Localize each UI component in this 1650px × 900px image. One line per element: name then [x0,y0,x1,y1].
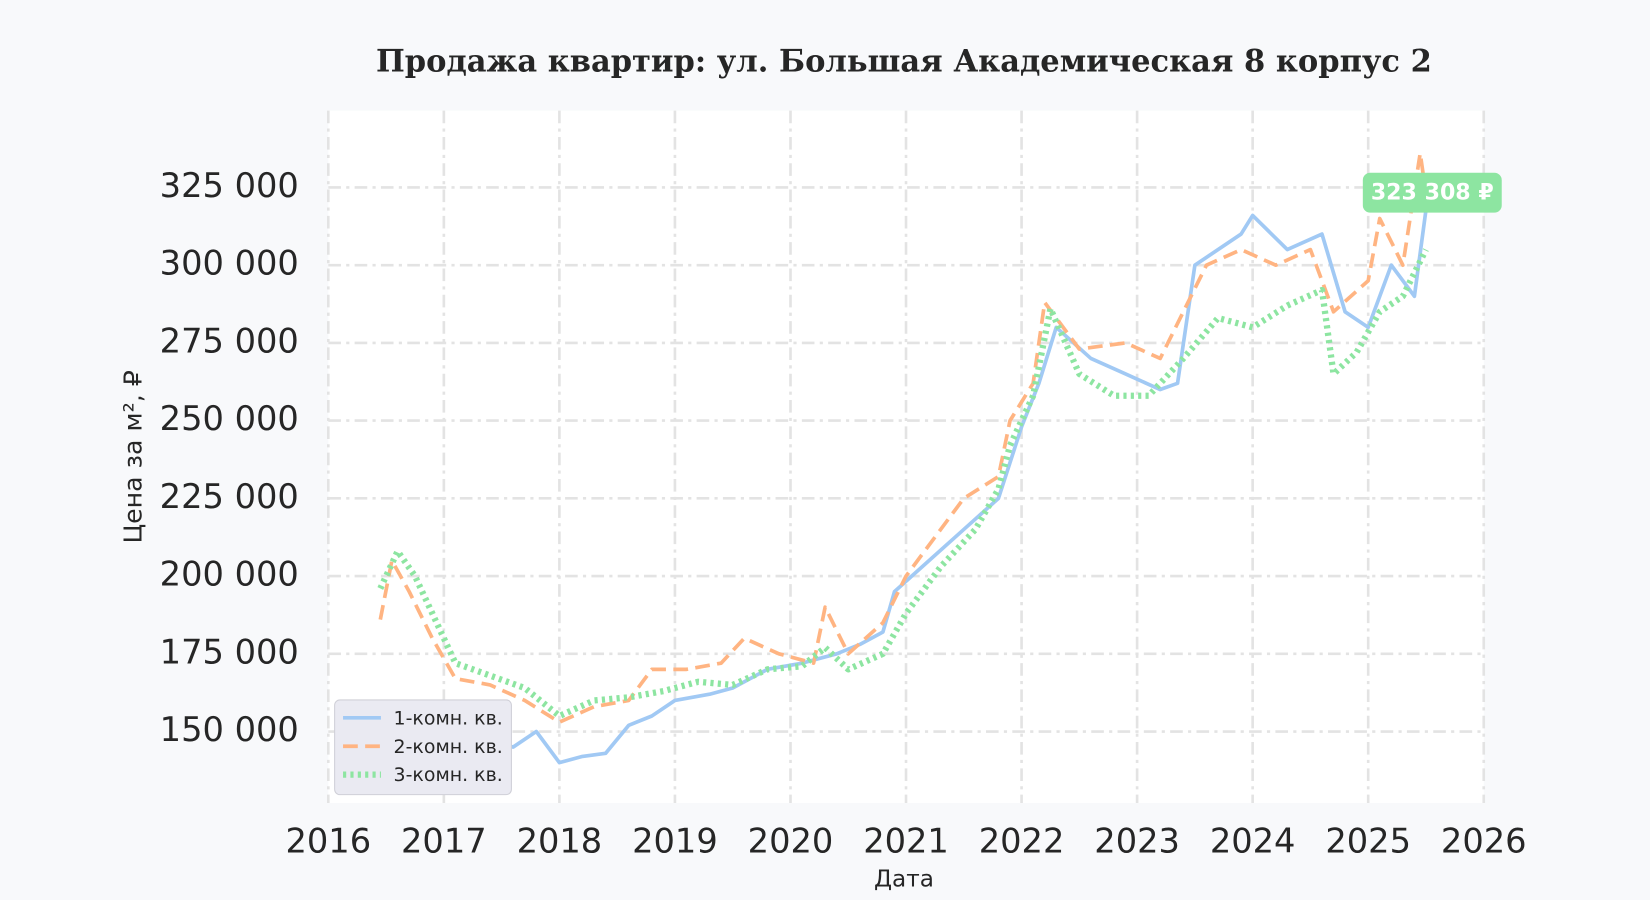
y-tick-label: 325 000 [160,166,299,205]
y-tick-label: 250 000 [160,399,299,438]
x-tick-label: 2026 [1441,822,1527,861]
x-axis-label: Дата [874,866,934,892]
y-tick-label: 275 000 [160,321,299,360]
y-tick-label: 175 000 [160,632,299,671]
x-tick-label: 2025 [1325,822,1411,861]
x-tick-label: 2022 [979,822,1065,861]
x-tick-label: 2017 [401,822,487,861]
x-tick-label: 2018 [517,822,603,861]
legend-box [334,699,512,796]
y-axis-label: Цена за м², ₽ [119,370,148,543]
y-tick-label: 150 000 [160,710,299,749]
series-line [378,151,1428,725]
annotation-label: 323 308 ₽ [1371,180,1494,206]
y-tick-label: 200 000 [160,555,299,594]
legend-label: 1-комн. кв. [394,707,503,729]
legend-label: 3-комн. кв. [394,764,503,786]
annotation-box [1362,172,1502,213]
series-line [377,248,1429,720]
x-tick-label: 2019 [632,822,718,861]
legend: 1-комн. кв. 2-комн. кв. 3-комн. кв. [334,699,512,796]
y-tick-label: 300 000 [160,244,299,283]
chart-title: Продажа квартир: ул. Большая Академическ… [376,43,1432,79]
x-tick-label: 2016 [285,822,371,861]
x-tick-label: 2021 [863,822,949,861]
y-tick-label: 225 000 [160,477,299,516]
series-line [396,209,1428,765]
x-tick-label: 2020 [748,822,834,861]
x-tick-label: 2024 [1210,822,1296,861]
legend-label: 2-комн. кв. [394,736,503,758]
x-tick-label: 2023 [1094,822,1180,861]
